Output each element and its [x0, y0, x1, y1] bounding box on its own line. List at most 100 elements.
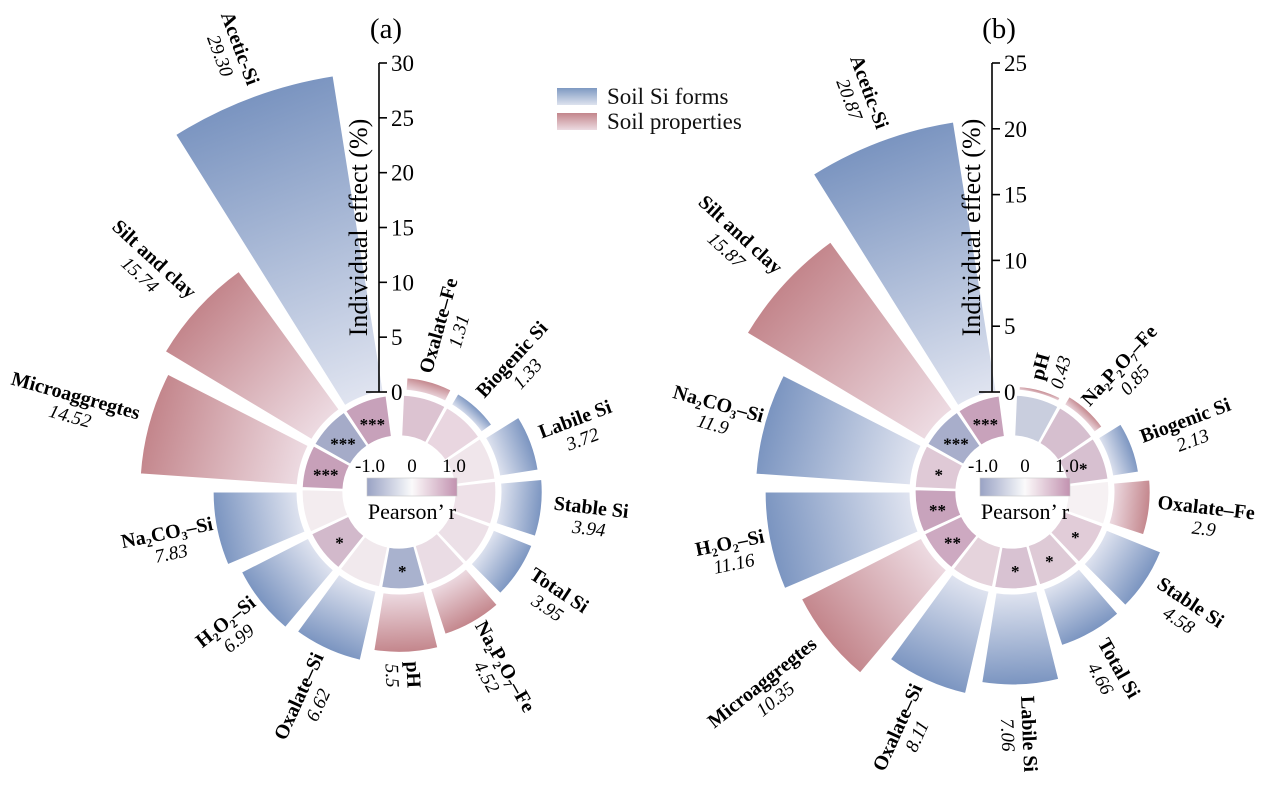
svg-text:Na₂CO₃–Si11.9: Na₂CO₃–Si11.9	[665, 381, 767, 447]
significance-Silt and clay: ***	[330, 435, 356, 454]
svg-text:Acetic-Si29.30: Acetic-Si29.30	[196, 9, 263, 96]
significance-Na₂CO₃–Si: *	[935, 466, 944, 485]
bar-Microaggregtes	[800, 537, 948, 674]
bar-Silt and clay	[746, 241, 953, 441]
significance-Total Si: *	[1045, 552, 1054, 571]
legend-item-si-forms: Soil Si forms	[557, 84, 742, 109]
axis-tick-label: 5	[1004, 314, 1016, 339]
bar-label-Na₂P₂O₇–Fe: Na₂P₂O₇–Fe4.52	[469, 617, 540, 716]
ring-segment-Oxalate–Fe	[400, 394, 447, 444]
svg-text:Na₂CO₃–Si7.83: Na₂CO₃–Si7.83	[119, 513, 219, 574]
axis-title: Individual effect (%)	[344, 119, 373, 337]
soil-properties-swatch	[557, 113, 597, 130]
significance-Biogenic Si: *	[1079, 459, 1088, 478]
bar-Na₂P₂O₇–Fe	[429, 568, 498, 635]
svg-text:Oxalate–Fe2.9: Oxalate–Fe2.9	[1154, 492, 1256, 546]
ring-segment-Biogenic Si	[425, 406, 480, 462]
pearson-colorbar	[979, 477, 1071, 497]
axis-tick-label: 30	[391, 51, 414, 76]
bar-label-Microaggregtes: Microaggregtes14.52	[9, 368, 143, 433]
bar-label-Labile Si: Labile Si7.06	[996, 695, 1041, 772]
axis-title: Individual effect (%)	[957, 119, 986, 337]
ring-segment-Acetic-Si	[344, 395, 393, 447]
ring-segment-H₂O₂–Si	[914, 488, 962, 533]
ring-segment-Na₂P₂O₇–Fe	[1038, 406, 1093, 462]
bar-label-Silt and clay: Silt and clay15.74	[108, 216, 201, 304]
legend-item-soil-properties: Soil properties	[557, 109, 742, 134]
colorbar-min-label: -1.0	[355, 456, 385, 477]
bar-H₂O₂–Si	[240, 537, 335, 629]
bar-label-Oxalate–Fe: Oxalate–Fe2.9	[1154, 492, 1256, 546]
svg-text:pH5.5: pH5.5	[380, 661, 424, 690]
bar-Acetic-Si	[175, 75, 384, 407]
ring-segment-Oxalate–Si	[339, 535, 389, 588]
ring-segment-Total Si	[436, 510, 491, 564]
bar-label-H₂O₂–Si: H₂O₂–Si11.16	[693, 525, 766, 578]
bar-Stable Si	[495, 478, 543, 537]
category-value: 3.94	[570, 517, 607, 542]
bar-Biogenic Si	[1097, 423, 1140, 477]
ring-segment-Na₂CO₃–Si	[914, 444, 964, 491]
ring-segment-Total Si	[1027, 532, 1079, 586]
category-value: 7.06	[996, 718, 1018, 753]
bar-Oxalate–Fe	[1108, 479, 1151, 536]
axis-tick-label: 0	[391, 380, 403, 405]
ring-segment-Microaggregtes	[923, 515, 978, 569]
bar-label-pH: pH0.43	[1025, 348, 1075, 392]
significance-Acetic-Si: ***	[360, 415, 386, 434]
colorbar-max-label: 1.0	[1055, 456, 1079, 477]
category-name: pH	[401, 661, 424, 689]
significance-Silt and clay: ***	[943, 435, 969, 454]
significance-H₂O₂–Si: **	[929, 501, 946, 520]
bar-pH	[1018, 386, 1061, 402]
bar-label-Biogenic Si: Biogenic Si1.33	[472, 317, 553, 402]
bar-label-Total Si: Total Si3.95	[526, 563, 593, 626]
axis-tick-label: 10	[391, 270, 414, 295]
ring-segment-H₂O₂–Si	[310, 515, 365, 569]
colorbar-mid-label: 0	[407, 456, 417, 477]
axis-tick-label: 15	[391, 216, 414, 241]
colorbar-mid-label: 0	[1020, 456, 1030, 477]
si-forms-swatch	[557, 88, 597, 105]
significance-Microaggregtes: **	[944, 533, 961, 552]
pearson-colorbar	[366, 477, 458, 497]
bar-pH	[373, 590, 439, 653]
ring-segment-pH	[1013, 394, 1060, 444]
bar-Na₂P₂O₇–Fe	[1063, 396, 1103, 433]
significance-Acetic-Si: ***	[973, 415, 999, 434]
bar-Microaggregtes	[139, 373, 309, 486]
category-value: 2.9	[1191, 518, 1217, 542]
significance-Labile Si: *	[1011, 562, 1020, 581]
bar-label-Na₂CO₃–Si: Na₂CO₃–Si11.9	[665, 381, 767, 447]
bar-Total Si	[470, 529, 533, 595]
bar-label-Silt and clay: Silt and clay15.87	[680, 191, 787, 294]
svg-text:Biogenic Si2.13: Biogenic Si2.13	[1137, 394, 1241, 468]
bar-label-Oxalate–Si: Oxalate–Si6.62	[270, 649, 336, 743]
svg-text:Total Si4.66: Total Si4.66	[1075, 634, 1145, 712]
ring-segment-Microaggregtes	[301, 444, 351, 491]
axis-tick-label: 15	[1004, 183, 1027, 208]
svg-text:Microaggregtes10.35: Microaggregtes10.35	[704, 633, 835, 749]
bar-label-pH: pH5.5	[380, 661, 425, 690]
legend-label-soil-properties: Soil properties	[607, 109, 742, 134]
axis-tick-label: 0	[1004, 380, 1016, 405]
bar-Biogenic Si	[450, 393, 493, 433]
svg-text:Na₂P₂O₇–Fe0.85: Na₂P₂O₇–Fe0.85	[1077, 321, 1177, 425]
axis-tick-label: 5	[391, 325, 403, 350]
svg-text:Silt and clay15.87: Silt and clay15.87	[680, 191, 787, 294]
legend-label-si-forms: Soil Si forms	[607, 84, 729, 109]
significance-H₂O₂–Si: *	[335, 533, 344, 552]
ring-segment-Silt and clay	[926, 411, 982, 466]
bar-label-Biogenic Si: Biogenic Si2.13	[1137, 394, 1241, 468]
category-name: Biogenic Si	[472, 317, 553, 402]
bar-label-Stable Si: Stable Si4.58	[1141, 573, 1228, 651]
significance-pH: *	[398, 562, 407, 581]
legend: Soil Si forms Soil properties	[557, 84, 742, 134]
bar-Oxalate–Si	[296, 573, 377, 661]
svg-text:Stable Si4.58: Stable Si4.58	[1141, 573, 1228, 651]
svg-text:pH0.43: pH0.43	[1025, 348, 1075, 392]
bar-label-Stable Si: Stable Si3.94	[553, 493, 630, 542]
